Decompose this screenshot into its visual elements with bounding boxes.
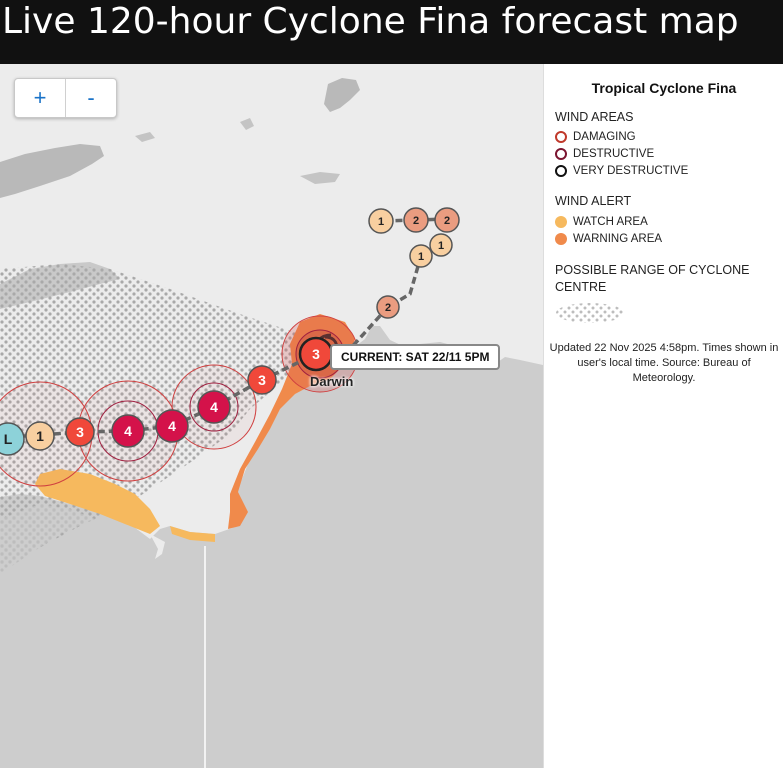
track-marker[interactable]: 2 bbox=[376, 295, 400, 319]
marker-label: 1 bbox=[438, 240, 444, 252]
track-marker[interactable]: 1 bbox=[368, 208, 394, 234]
island bbox=[240, 118, 254, 130]
marker-circle bbox=[155, 409, 189, 443]
watch-area bbox=[35, 469, 160, 534]
marker-circle bbox=[434, 207, 460, 233]
track-marker[interactable]: 2 bbox=[403, 207, 429, 233]
ring-icon bbox=[555, 165, 567, 177]
header: Live 120-hour Cyclone Fina forecast map bbox=[0, 0, 783, 64]
legend-label: WATCH AREA bbox=[573, 216, 648, 228]
marker-label: 3 bbox=[312, 346, 320, 362]
marker-circle bbox=[429, 233, 453, 257]
destructive-radius bbox=[189, 382, 239, 432]
island bbox=[135, 132, 155, 142]
current-position-marker[interactable]: 3 bbox=[298, 336, 334, 372]
legend-item-warning: WARNING AREA bbox=[555, 233, 662, 245]
dot-icon bbox=[555, 233, 567, 245]
marker-circle bbox=[111, 414, 145, 448]
track-marker[interactable]: 1 bbox=[409, 244, 433, 268]
island bbox=[0, 144, 104, 198]
track-marker[interactable]: 1 bbox=[25, 421, 55, 451]
track-marker[interactable]: 3 bbox=[65, 417, 95, 447]
marker-circle bbox=[25, 421, 55, 451]
track-marker[interactable]: 2 bbox=[434, 207, 460, 233]
coast-detail bbox=[150, 534, 165, 559]
map-canvas[interactable]: L 1 3 4 4 4 3 3 2 1 1 2 2 1 bbox=[0, 64, 543, 768]
marker-circle bbox=[197, 390, 231, 424]
wind-areas-heading: WIND AREAS bbox=[555, 110, 634, 124]
track-marker[interactable]: 3 bbox=[247, 365, 277, 395]
marker-label: L bbox=[4, 431, 13, 447]
dotted-range-icon bbox=[556, 303, 624, 323]
zoom-in-button[interactable]: + bbox=[33, 85, 47, 110]
marker-label: 4 bbox=[124, 423, 132, 439]
zoom-control: + - bbox=[14, 78, 117, 118]
legend-title: Tropical Cyclone Fina bbox=[591, 80, 737, 96]
legend-label: WARNING AREA bbox=[573, 233, 663, 245]
marker-circle bbox=[65, 417, 95, 447]
track-marker[interactable]: 4 bbox=[111, 414, 145, 448]
page-title: Live 120-hour Cyclone Fina forecast map bbox=[2, 1, 739, 42]
dot-icon bbox=[555, 216, 567, 228]
marker-label: 3 bbox=[258, 372, 266, 388]
ring-icon bbox=[555, 131, 567, 143]
legend-item-destructive: DESTRUCTIVE bbox=[555, 148, 654, 160]
legend-item-very-destructive: VERY DESTRUCTIVE bbox=[555, 165, 688, 177]
marker-circle bbox=[409, 244, 433, 268]
marker-label: 1 bbox=[418, 251, 424, 263]
marker-circle bbox=[368, 208, 394, 234]
update-note: Updated 22 Nov 2025 4:58pm. Times shown … bbox=[549, 342, 779, 384]
marker-label: 4 bbox=[168, 418, 176, 434]
track-marker[interactable]: 4 bbox=[155, 409, 189, 443]
marker-circle bbox=[376, 295, 400, 319]
marker-label: 3 bbox=[76, 424, 84, 440]
marker-circle bbox=[403, 207, 429, 233]
zoom-out-button[interactable]: - bbox=[65, 79, 116, 117]
range-of-centre-lower bbox=[0, 504, 95, 594]
island bbox=[300, 172, 340, 184]
place-label-darwin: Darwin bbox=[310, 374, 354, 389]
legend-panel: Tropical Cyclone Fina WIND AREAS DAMAGIN… bbox=[543, 64, 783, 768]
legend-label: DESTRUCTIVE bbox=[573, 148, 655, 160]
legend-item-damaging: DAMAGING bbox=[555, 131, 636, 143]
map[interactable]: L 1 3 4 4 4 3 3 2 1 1 2 2 1 + - CURRENT: SAT 22/11 5P… bbox=[0, 64, 543, 768]
ring-icon bbox=[555, 148, 567, 160]
marker-label: 2 bbox=[413, 215, 419, 227]
range-heading: POSSIBLE RANGE OF CYCLONE CENTRE bbox=[555, 263, 750, 294]
current-position-label: CURRENT: SAT 22/11 5PM bbox=[330, 344, 501, 370]
track-marker[interactable]: L bbox=[0, 422, 25, 456]
track-markers: L 1 3 4 4 4 3 3 2 1 1 2 2 1 bbox=[0, 207, 460, 456]
marker-circle bbox=[0, 422, 25, 456]
marker-label: 2 bbox=[385, 302, 391, 314]
legend-label: DAMAGING bbox=[573, 131, 636, 143]
legend-item-watch: WATCH AREA bbox=[555, 216, 648, 228]
watch-area bbox=[170, 526, 215, 542]
track-marker[interactable]: 1 bbox=[429, 233, 453, 257]
marker-label: 1 bbox=[378, 216, 384, 228]
marker-label: 2 bbox=[444, 215, 450, 227]
marker-label: 4 bbox=[210, 399, 218, 415]
island bbox=[324, 78, 360, 112]
marker-label: 1 bbox=[36, 428, 44, 444]
track-marker[interactable]: 4 bbox=[197, 390, 231, 424]
legend-label: VERY DESTRUCTIVE bbox=[573, 165, 689, 177]
wind-alert-heading: WIND ALERT bbox=[555, 194, 632, 208]
marker-circle bbox=[247, 365, 277, 395]
